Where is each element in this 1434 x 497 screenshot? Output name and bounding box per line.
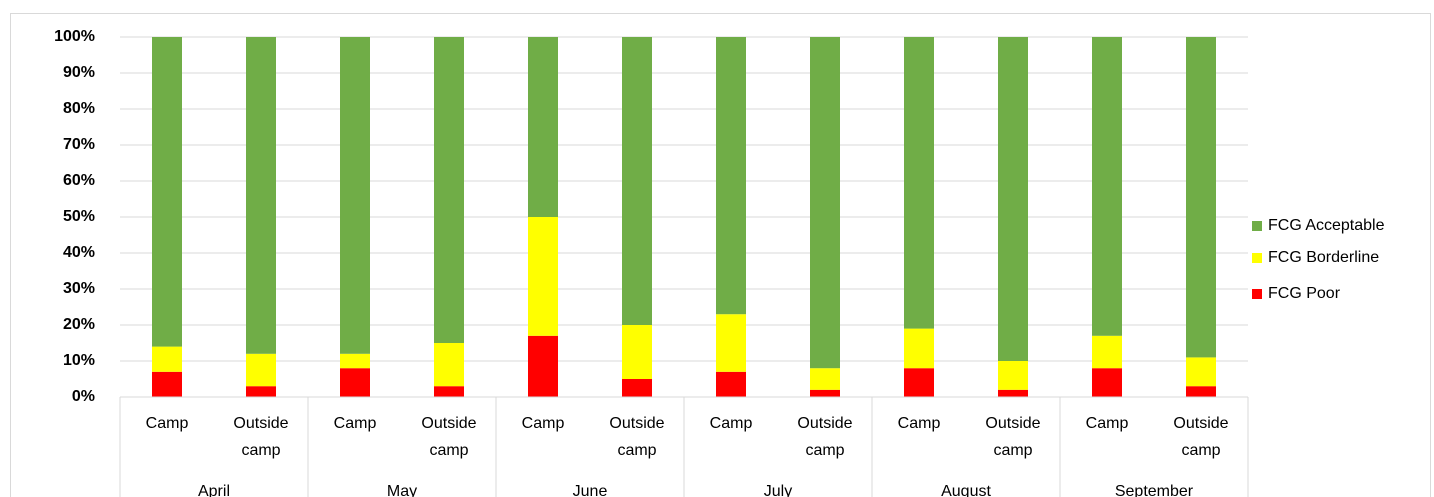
x-tick-label: Outside camp: [421, 415, 477, 459]
bar-segment: [528, 217, 558, 336]
x-tick-label: Camp: [897, 415, 941, 432]
bar-segment: [622, 379, 652, 397]
y-tick-label: 60%: [63, 172, 95, 189]
bar-segment: [998, 389, 1028, 397]
y-tick-label: 20%: [63, 316, 95, 333]
x-tick-label: Camp: [333, 415, 377, 432]
bar-segment: [1092, 368, 1122, 397]
y-tick-label: 0%: [72, 388, 95, 405]
legend-swatch: [1252, 289, 1262, 299]
bar-segment: [528, 37, 558, 217]
y-tick-label: 50%: [63, 208, 95, 225]
y-tick-label: 10%: [63, 352, 95, 369]
bar-segment: [998, 37, 1028, 361]
y-tick-label: 40%: [63, 244, 95, 261]
bar-segment: [152, 346, 182, 372]
bar-segment: [152, 37, 182, 347]
legend-label: FCG Acceptable: [1268, 217, 1385, 234]
bar-segment: [434, 37, 464, 343]
x-tick-label: Camp: [145, 415, 189, 432]
bar-segment: [810, 368, 840, 390]
bar-segment: [152, 371, 182, 397]
x-tick-label: Outside camp: [797, 415, 853, 459]
group-label: August: [941, 483, 991, 497]
bar-segment: [622, 37, 652, 325]
chart-border: [10, 13, 1431, 497]
bar-segment: [716, 371, 746, 397]
bar-segment: [1186, 37, 1216, 358]
y-tick-label: 30%: [63, 280, 95, 297]
bar-segment: [1186, 357, 1216, 387]
bar-segment: [340, 37, 370, 354]
legend-label: FCG Poor: [1268, 285, 1341, 302]
group-label: June: [573, 483, 608, 497]
y-tick-label: 90%: [63, 64, 95, 81]
bar-segment: [622, 325, 652, 379]
group-label: July: [764, 483, 792, 497]
x-tick-label: Outside camp: [233, 415, 289, 459]
legend-swatch: [1252, 253, 1262, 263]
group-label: May: [387, 483, 417, 497]
x-tick-label: Camp: [709, 415, 753, 432]
bar-segment: [246, 353, 276, 387]
bar-segment: [434, 386, 464, 397]
x-tick-label: Outside camp: [985, 415, 1041, 459]
bar-segment: [904, 328, 934, 369]
legend-label: FCG Borderline: [1268, 249, 1379, 266]
bar-segment: [1092, 37, 1122, 336]
bar-segment: [246, 386, 276, 397]
x-tick-label: Outside camp: [1173, 415, 1229, 459]
y-tick-label: 70%: [63, 136, 95, 153]
x-tick-label: Camp: [521, 415, 565, 432]
bar-segment: [810, 37, 840, 369]
x-tick-label: Camp: [1085, 415, 1129, 432]
bar-segment: [810, 389, 840, 397]
bar-segment: [998, 361, 1028, 390]
bar-segment: [528, 335, 558, 397]
bar-segment: [1186, 386, 1216, 397]
x-tick-label: Outside camp: [609, 415, 665, 459]
y-tick-label: 80%: [63, 100, 95, 117]
bar-segment: [340, 353, 370, 369]
bar-segment: [716, 37, 746, 315]
y-tick-label: 100%: [54, 28, 95, 45]
bar-segment: [904, 37, 934, 329]
bar-segment: [1092, 335, 1122, 369]
legend-swatch: [1252, 221, 1262, 231]
bar-segment: [340, 368, 370, 397]
bar-segment: [904, 368, 934, 397]
group-label: September: [1115, 483, 1194, 497]
bar-segment: [434, 343, 464, 387]
bar-segment: [716, 314, 746, 372]
group-label: April: [198, 483, 230, 497]
bar-segment: [246, 37, 276, 354]
